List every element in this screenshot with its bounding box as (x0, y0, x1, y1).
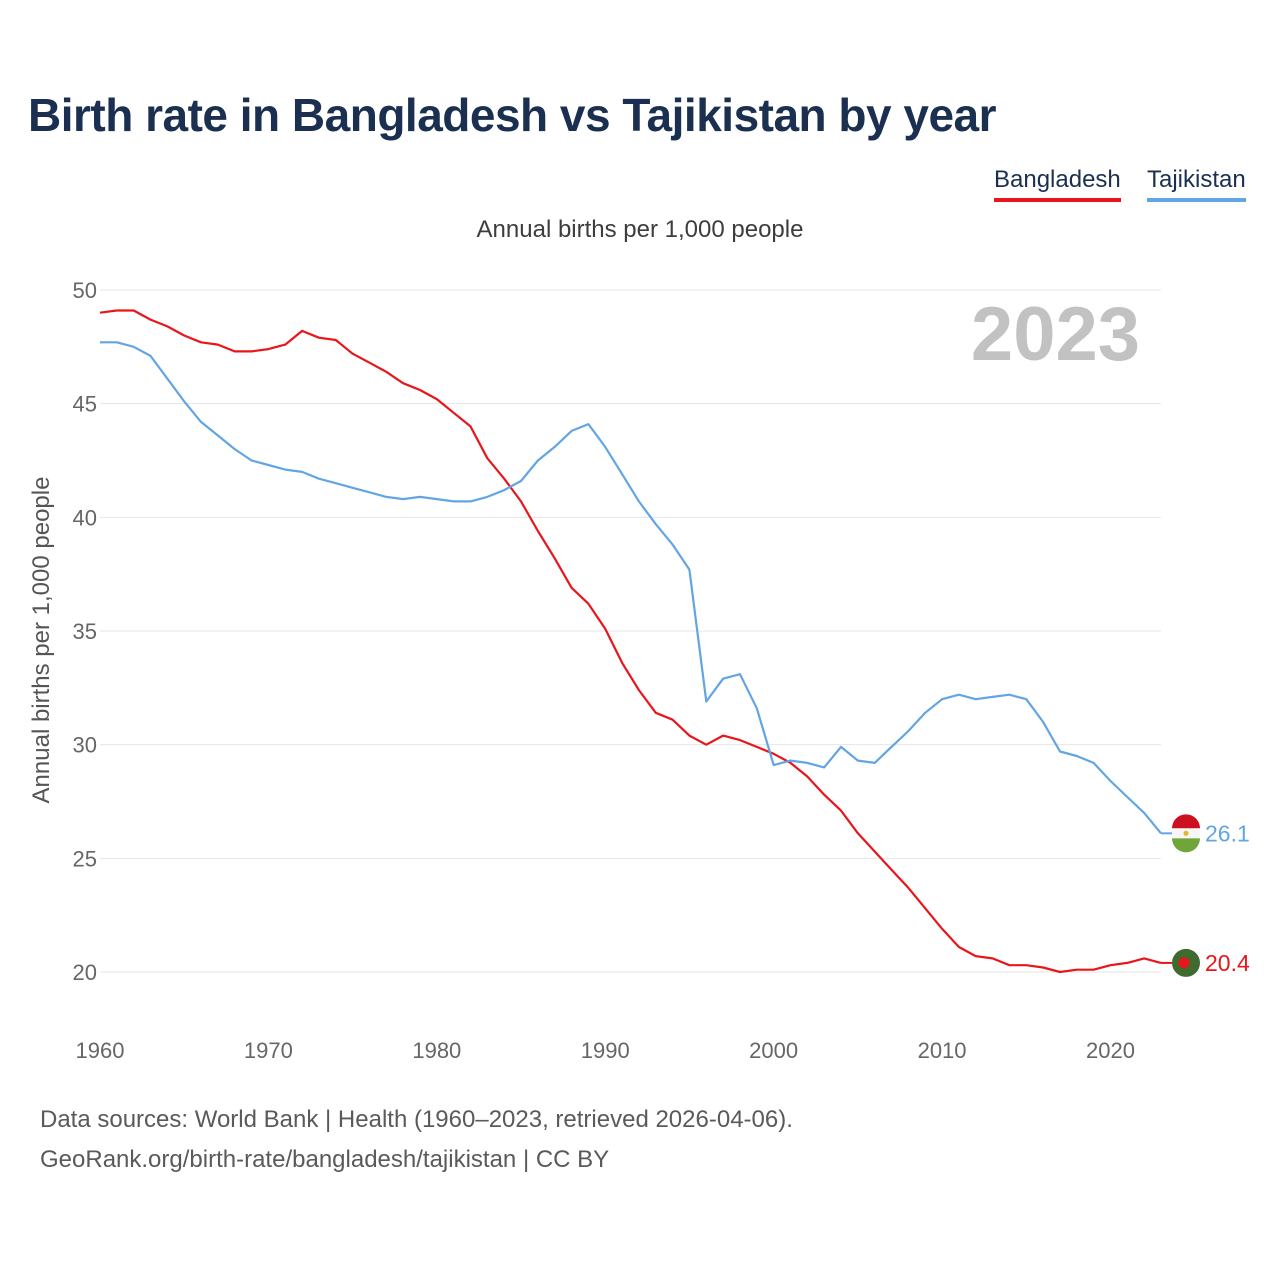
gridlines (100, 289, 1161, 973)
line-chart: 20 25 30 35 40 45 50 1960 1970 1980 1990 2000 2010 2… (73, 278, 1250, 1063)
footer-source: Data sources: World Bank | Health (1960–… (40, 1106, 793, 1133)
y-tick-label: 35 (73, 619, 97, 644)
series-line-bangladesh[interactable] (99, 309, 1162, 974)
tajikistan-flag-icon (1172, 814, 1200, 853)
y-tick-label: 40 (73, 505, 97, 530)
x-tick-label: 2010 (918, 1038, 967, 1063)
x-axis-ticks: 1960 1970 1980 1990 2000 2010 2020 (76, 1038, 1135, 1063)
series-lines (99, 309, 1162, 974)
chart-title: Birth rate in Bangladesh vs Tajikistan b… (28, 89, 997, 141)
series-line-tajikistan[interactable] (100, 341, 1162, 834)
y-tick-label: 25 (73, 846, 97, 871)
x-tick-label: 1990 (581, 1038, 630, 1063)
x-tick-label: 1960 (76, 1038, 125, 1063)
legend-item-bangladesh[interactable]: Bangladesh (994, 166, 1121, 202)
x-tick-label: 2000 (749, 1038, 798, 1063)
current-year-label: 2023 (971, 292, 1140, 377)
end-value-label-bangladesh: 20.4 (1205, 950, 1250, 976)
legend-item-tajikistan[interactable]: Tajikistan (1147, 166, 1246, 202)
y-tick-label: 45 (73, 392, 97, 417)
y-axis-ticks: 20 25 30 35 40 45 50 (73, 278, 97, 985)
y-tick-label: 30 (73, 733, 97, 758)
end-value-label-tajikistan: 26.1 (1205, 820, 1250, 846)
x-tick-label: 1980 (412, 1038, 461, 1063)
y-tick-label: 50 (73, 278, 97, 303)
x-tick-label: 2020 (1086, 1038, 1135, 1063)
bangladesh-flag-icon (1172, 948, 1200, 977)
footer-url[interactable]: GeoRank.org/birth-rate/bangladesh/tajiki… (40, 1146, 610, 1173)
series-end-markers: 20.4 26.1 (1161, 814, 1250, 977)
x-tick-label: 1970 (244, 1038, 293, 1063)
chart-subtitle: Annual births per 1,000 people (476, 216, 804, 243)
y-tick-label: 20 (73, 960, 97, 985)
